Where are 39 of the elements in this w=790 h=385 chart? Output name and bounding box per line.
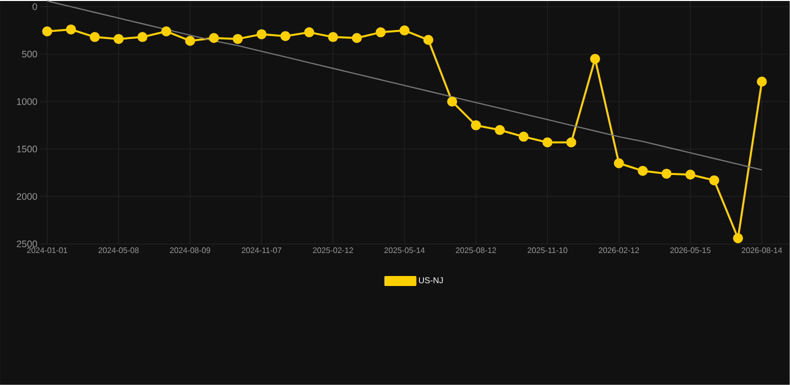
point: [90, 32, 100, 42]
point: [662, 168, 672, 179]
line-series: [46, 0, 762, 171]
point: [304, 27, 314, 38]
y-tick-label: 1500: [17, 146, 38, 152]
point: [685, 170, 696, 180]
legend-label: US-NJ: [418, 277, 443, 284]
point: [542, 137, 552, 148]
point: [66, 24, 76, 35]
point: [208, 33, 219, 44]
point: [518, 132, 529, 142]
y-tick-label: 0: [32, 3, 38, 10]
point: [161, 26, 172, 36]
point: [590, 54, 600, 64]
point: [566, 137, 576, 148]
point: [376, 27, 386, 38]
point: [470, 120, 481, 130]
point: [709, 175, 720, 186]
point: [638, 166, 648, 176]
point: [42, 26, 52, 36]
y-tick-label: 2500: [16, 240, 38, 248]
y-tick-label: 2000: [16, 193, 38, 200]
point: [256, 29, 267, 40]
point: [447, 96, 458, 107]
point: [494, 125, 505, 136]
point: [352, 33, 362, 44]
point: [399, 25, 410, 36]
point: [756, 76, 767, 87]
point: [423, 34, 434, 45]
point: [614, 158, 624, 168]
point: [280, 31, 290, 42]
point: [733, 233, 743, 244]
point: [232, 34, 243, 44]
point: [137, 32, 148, 42]
y-tick-label: 1000: [17, 98, 38, 106]
point: [185, 36, 196, 46]
point: [328, 32, 338, 42]
y-tick-label: 500: [22, 50, 38, 58]
point: [114, 34, 124, 44]
